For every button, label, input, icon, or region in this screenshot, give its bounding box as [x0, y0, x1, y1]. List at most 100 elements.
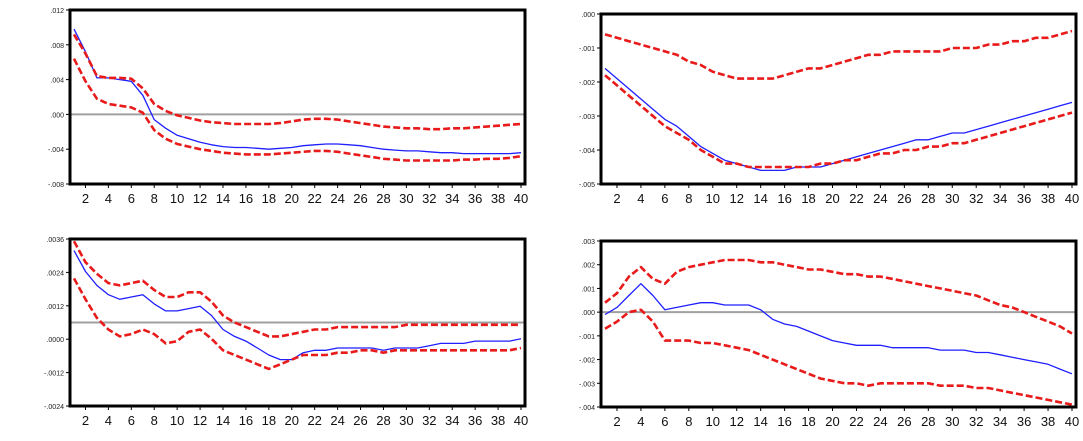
x-tick-label: 30	[945, 414, 959, 429]
y-tick-label: -.001	[579, 46, 595, 53]
x-tick-label: 20	[285, 413, 299, 428]
x-tick-label: 18	[262, 413, 276, 428]
x-tick-label: 24	[873, 414, 887, 429]
x-tick-label: 10	[706, 191, 720, 206]
confidence-band-lower	[72, 277, 522, 371]
impulse-response-line	[604, 67, 1073, 172]
x-tick-label: 20	[285, 191, 299, 206]
x-tick-label: 8	[151, 191, 158, 206]
x-tick-label: 2	[613, 191, 620, 206]
plot-frame	[68, 237, 527, 408]
x-tick-label: 16	[777, 414, 791, 429]
x-tick-label: 18	[801, 191, 815, 206]
x-tick-label: 6	[661, 414, 668, 429]
confidence-band-lower	[72, 58, 522, 162]
y-tick-label: .000	[581, 12, 595, 19]
y-tick-label: .012	[50, 8, 64, 15]
y-tick-label: .0036	[46, 237, 64, 244]
y-tick-label: .0000	[46, 337, 64, 344]
plot-frame	[68, 8, 527, 186]
x-tick-label: 14	[753, 191, 767, 206]
impulse-response-line	[73, 250, 522, 361]
x-tick-label: 32	[969, 414, 983, 429]
x-tick-label: 36	[468, 413, 482, 428]
y-tick-label: .004	[50, 78, 64, 85]
x-tick-label: 26	[353, 191, 367, 206]
y-tick-label: -.0012	[44, 371, 64, 378]
x-tick-label: 14	[216, 413, 230, 428]
impulse-response-line	[604, 283, 1073, 375]
x-tick-label: 26	[897, 414, 911, 429]
y-tick-label: -.002	[579, 358, 595, 365]
x-tick-label: 38	[491, 191, 505, 206]
y-tick-label: .008	[50, 43, 64, 50]
x-tick-label: 20	[825, 191, 839, 206]
x-tick-label: 40	[1065, 191, 1079, 206]
x-tick-label: 26	[353, 413, 367, 428]
plot-frame	[599, 12, 1078, 186]
x-tick-label: 34	[993, 191, 1007, 206]
plot-frame	[599, 239, 1078, 409]
x-tick-label: 16	[239, 413, 253, 428]
x-tick-label: 22	[849, 414, 863, 429]
y-tick-label: -.005	[579, 182, 595, 189]
x-tick-label: 2	[82, 413, 89, 428]
x-tick-label: 22	[307, 191, 321, 206]
y-tick-label: .000	[50, 112, 64, 119]
x-tick-label: 32	[422, 413, 436, 428]
x-tick-label: 30	[945, 191, 959, 206]
x-tick-label: 38	[491, 413, 505, 428]
y-tick-label: .001	[581, 286, 595, 293]
x-tick-label: 4	[637, 191, 644, 206]
y-tick-label: .003	[581, 239, 595, 246]
x-tick-label: 12	[729, 414, 743, 429]
x-tick-label: 12	[193, 191, 207, 206]
y-tick-label: -.008	[48, 182, 64, 189]
x-tick-label: 34	[993, 414, 1007, 429]
y-tick-label: .000	[581, 310, 595, 317]
x-tick-label: 10	[706, 414, 720, 429]
y-tick-label: -.004	[579, 148, 595, 155]
x-tick-label: 28	[921, 414, 935, 429]
x-tick-label: 20	[825, 414, 839, 429]
x-tick-label: 6	[128, 191, 135, 206]
impulse-response-line	[73, 28, 522, 155]
x-tick-label: 38	[1041, 414, 1055, 429]
x-tick-label: 32	[969, 191, 983, 206]
y-tick-label: -.004	[48, 147, 64, 154]
x-tick-label: 34	[445, 191, 459, 206]
y-tick-label: .002	[581, 263, 595, 270]
x-tick-label: 36	[468, 191, 482, 206]
x-tick-label: 6	[128, 413, 135, 428]
x-tick-label: 24	[330, 413, 344, 428]
y-tick-label: .0012	[46, 304, 64, 311]
confidence-band-lower	[604, 74, 1073, 169]
x-tick-label: 22	[307, 413, 321, 428]
x-tick-label: 12	[193, 413, 207, 428]
x-tick-label: 10	[170, 191, 184, 206]
x-tick-label: 8	[685, 414, 692, 429]
confidence-band-upper	[604, 258, 1073, 335]
x-tick-label: 36	[1017, 191, 1031, 206]
x-tick-label: 34	[445, 413, 459, 428]
x-tick-label: 10	[170, 413, 184, 428]
confidence-band-lower	[604, 308, 1073, 406]
y-tick-label: -.002	[579, 80, 595, 87]
x-tick-label: 22	[849, 191, 863, 206]
x-tick-label: 4	[105, 191, 112, 206]
x-tick-label: 16	[239, 191, 253, 206]
y-tick-label: -.003	[579, 381, 595, 388]
x-tick-label: 4	[105, 413, 112, 428]
x-tick-label: 30	[399, 191, 413, 206]
x-tick-label: 2	[613, 414, 620, 429]
x-tick-label: 28	[376, 191, 390, 206]
x-tick-label: 14	[216, 191, 230, 206]
x-tick-label: 14	[753, 414, 767, 429]
x-tick-label: 2	[82, 191, 89, 206]
x-tick-label: 40	[514, 413, 528, 428]
x-tick-label: 4	[637, 414, 644, 429]
y-tick-label: -.003	[579, 114, 595, 121]
